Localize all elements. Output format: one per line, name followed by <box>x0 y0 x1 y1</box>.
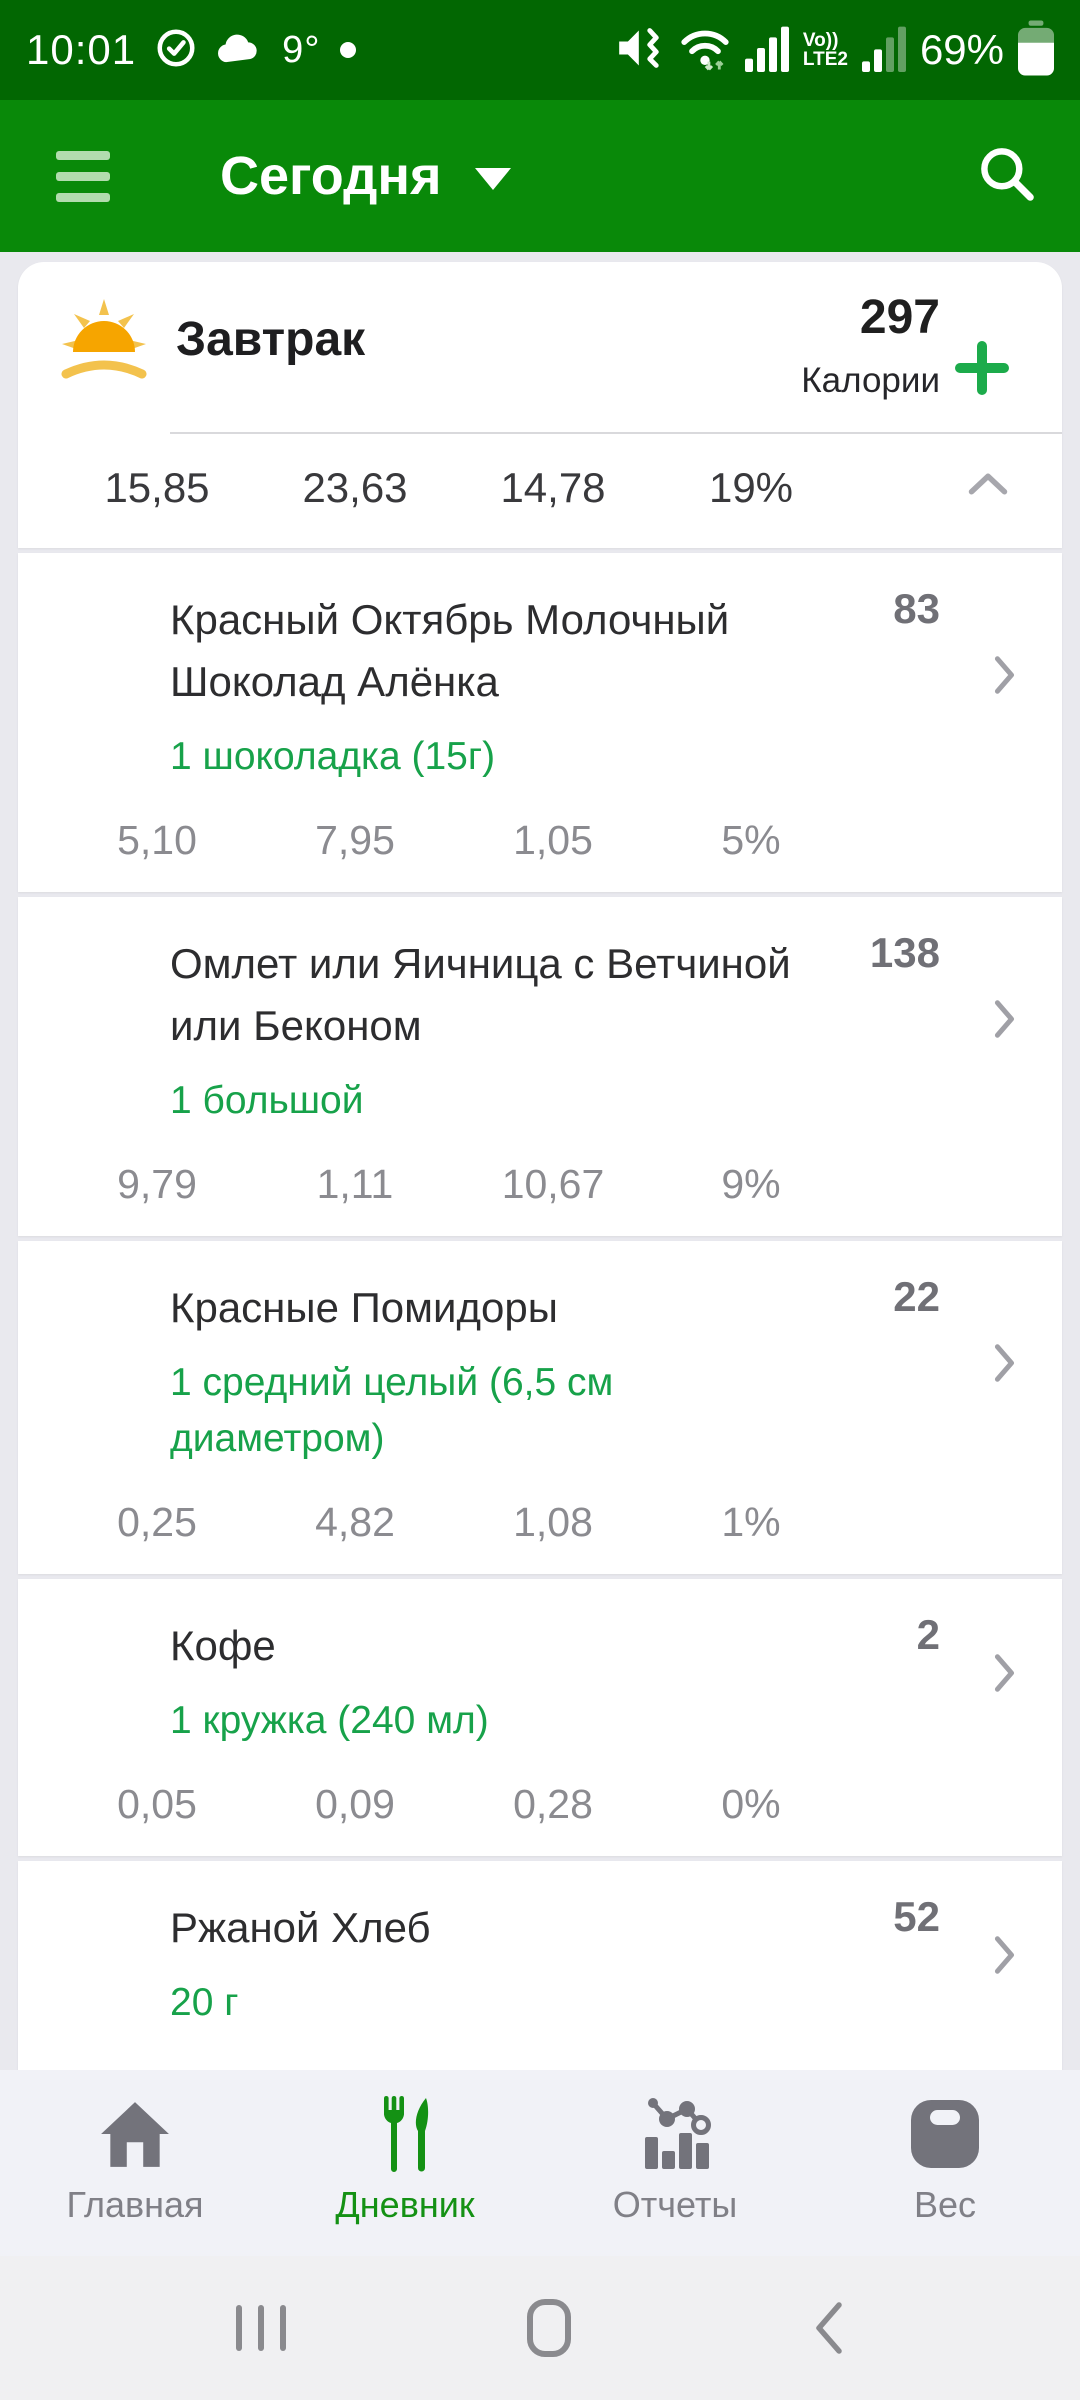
date-selector[interactable]: Сегодня <box>220 145 512 207</box>
food-portion: 1 средний целый (6,5 см диаметром) <box>170 1361 614 1460</box>
home-icon <box>98 2096 172 2172</box>
status-bar: 10:01 9° Vo)) LTE2 69% <box>0 0 1080 100</box>
food-macros-row: 5,10 7,95 1,05 5% <box>18 785 1062 864</box>
food-protein: 0,28 <box>513 1781 593 1827</box>
food-item[interactable]: Красный Октябрь Молочный Шоколад Алёнка … <box>18 553 1062 892</box>
meal-calories-label: Калории <box>801 361 940 400</box>
food-item[interactable]: Кофе 2 1 кружка (240 мл) 0,05 0,09 0,28 … <box>18 1579 1062 1856</box>
search-icon[interactable] <box>976 143 1038 210</box>
recents-button[interactable] <box>236 2305 286 2351</box>
food-portion: 20 г <box>170 1981 239 2024</box>
tab-weight[interactable]: Вес <box>810 2070 1080 2256</box>
chevron-right-icon <box>992 1933 1018 1982</box>
food-name: Красный Октябрь Молочный Шоколад Алёнка <box>170 596 730 705</box>
total-fat: 15,85 <box>104 464 210 511</box>
tab-label: Дневник <box>335 2184 475 2225</box>
food-protein: 10,67 <box>501 1161 605 1207</box>
network-type-badge: Vo)) LTE2 <box>802 30 848 70</box>
food-carbs: 4,82 <box>315 1499 395 1545</box>
tab-home[interactable]: Главная <box>0 2070 270 2256</box>
food-portion: 1 шоколадка (15г) <box>170 735 496 778</box>
food-calories: 138 <box>869 929 940 976</box>
food-rdi: 5% <box>721 817 781 863</box>
chevron-down-icon <box>475 168 512 190</box>
diary-content: Завтрак 297 Калории 15,85 23,63 14,78 19… <box>0 252 1080 2173</box>
divider <box>170 432 1062 434</box>
battery-icon <box>1018 19 1054 81</box>
food-fat: 0,25 <box>117 1499 197 1545</box>
sunrise-icon <box>54 294 154 391</box>
tab-label: Вес <box>913 2184 977 2225</box>
food-fat: 5,10 <box>117 817 197 863</box>
food-macros-row: 0,25 4,82 1,08 1% <box>18 1467 1062 1546</box>
status-temperature: 9° <box>282 28 321 71</box>
food-name: Красные Помидоры <box>170 1284 558 1331</box>
total-carbs: 23,63 <box>302 464 408 511</box>
app-bar: Сегодня <box>0 100 1080 252</box>
food-rdi: 1% <box>721 1499 781 1545</box>
food-calories: 2 <box>916 1611 940 1658</box>
food-carbs: 7,95 <box>315 817 395 863</box>
food-calories: 22 <box>893 1273 940 1320</box>
android-navigation-bar <box>0 2256 1080 2400</box>
add-food-button[interactable] <box>950 336 1014 400</box>
meal-totals-row: 15,85 23,63 14,78 19% <box>18 434 1062 548</box>
meal-calories-value: 297 <box>859 291 940 344</box>
food-name: Ржаной Хлеб <box>170 1904 431 1951</box>
tab-diary[interactable]: Дневник <box>270 2070 540 2256</box>
meal-title: Завтрак <box>176 313 366 366</box>
food-rdi: 9% <box>721 1161 781 1207</box>
food-item[interactable]: Красные Помидоры 22 1 средний целый (6,5… <box>18 1241 1062 1574</box>
chevron-right-icon <box>992 997 1018 1046</box>
signal-strength-sim2-icon <box>861 24 906 77</box>
menu-icon[interactable] <box>56 150 110 202</box>
meal-card-breakfast: Завтрак 297 Калории 15,85 23,63 14,78 19… <box>18 262 1062 548</box>
chevron-right-icon <box>992 1341 1018 1390</box>
collapse-section-icon[interactable] <box>966 470 1010 503</box>
food-macros-row: 0,05 0,09 0,28 0% <box>18 1749 1062 1828</box>
total-rdi: 19% <box>708 464 794 511</box>
food-portion: 1 кружка (240 мл) <box>170 1699 489 1742</box>
scale-icon <box>909 2096 981 2172</box>
chevron-right-icon <box>992 653 1018 702</box>
battery-percent: 69% <box>919 26 1004 73</box>
weather-cloud-icon <box>216 31 262 70</box>
total-protein: 14,78 <box>500 464 606 511</box>
tab-reports[interactable]: Отчеты <box>540 2070 810 2256</box>
wifi-icon <box>679 25 731 76</box>
fork-knife-icon <box>376 2096 434 2172</box>
food-carbs: 0,09 <box>315 1781 395 1827</box>
bottom-navigation: Главная Дневник <box>0 2070 1080 2256</box>
food-portion: 1 большой <box>170 1079 364 1122</box>
signal-strength-icon <box>744 24 789 77</box>
page-title: Сегодня <box>220 146 442 206</box>
notification-dot-icon <box>340 42 357 58</box>
tab-label: Отчеты <box>612 2184 738 2225</box>
food-carbs: 1,11 <box>316 1161 394 1207</box>
food-name: Кофе <box>170 1622 276 1669</box>
food-fat: 9,79 <box>117 1161 197 1207</box>
food-calories: 83 <box>893 585 940 632</box>
food-rdi: 0% <box>721 1781 781 1827</box>
food-item[interactable]: Омлет или Яичница с Ветчиной или Беконом… <box>18 897 1062 1236</box>
alarm-check-icon <box>156 28 196 73</box>
mute-vibrate-icon <box>617 26 665 75</box>
food-calories: 52 <box>893 1893 940 1940</box>
status-time: 10:01 <box>26 26 137 73</box>
back-button[interactable] <box>812 2300 844 2356</box>
tab-label: Главная <box>66 2184 204 2225</box>
food-protein: 1,05 <box>513 817 593 863</box>
food-macros-row: 9,79 1,11 10,67 9% <box>18 1129 1062 1208</box>
food-name: Омлет или Яичница с Ветчиной или Беконом <box>170 940 791 1049</box>
food-protein: 1,08 <box>513 1499 593 1545</box>
home-button[interactable] <box>526 2298 572 2358</box>
chevron-right-icon <box>992 1651 1018 1700</box>
food-fat: 0,05 <box>117 1781 197 1827</box>
reports-chart-icon <box>637 2096 713 2172</box>
meal-calories-block: 297 Калории <box>801 290 940 401</box>
